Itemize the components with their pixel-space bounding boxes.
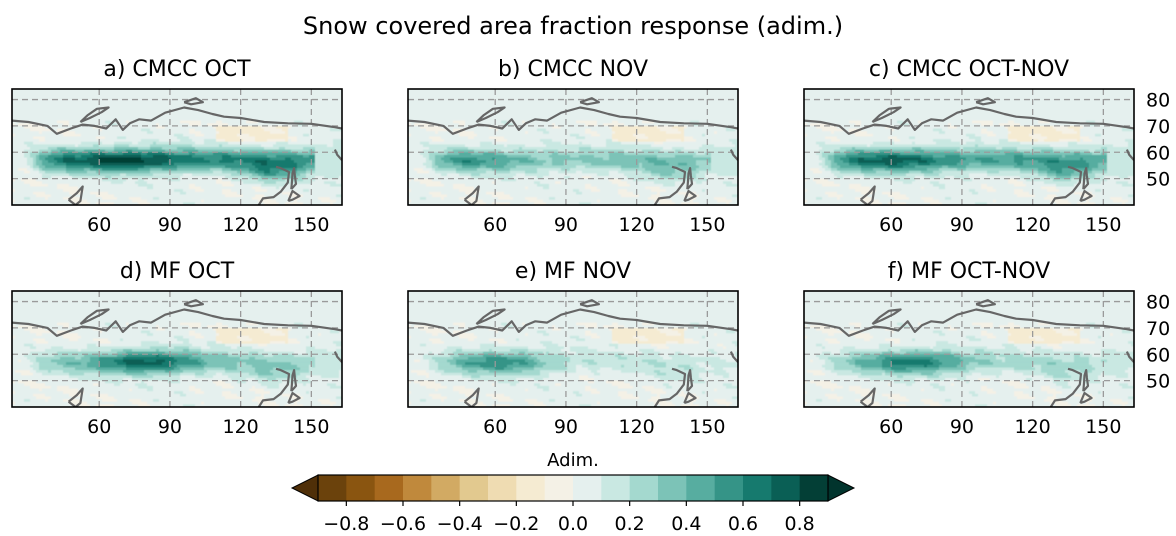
gridlines bbox=[12, 291, 342, 407]
x-tick-label: 120 bbox=[223, 214, 259, 236]
x-tick-label: 120 bbox=[619, 416, 655, 438]
x-tick-label: 90 bbox=[158, 214, 182, 236]
x-tick-label: 90 bbox=[158, 416, 182, 438]
colorbar-segment bbox=[658, 475, 687, 501]
panel-frame bbox=[803, 290, 1135, 408]
snow-field bbox=[12, 89, 342, 205]
colorbar-tick-label: 0.6 bbox=[728, 513, 758, 535]
x-tick-label: 90 bbox=[950, 214, 974, 236]
colorbar-segment bbox=[573, 475, 602, 501]
x-tick-label: 150 bbox=[293, 416, 329, 438]
x-tick-label: 120 bbox=[1015, 214, 1051, 236]
colorbar-extend-high bbox=[827, 474, 856, 502]
x-tick-label: 120 bbox=[223, 416, 259, 438]
y-tick-label: 60 bbox=[1146, 142, 1170, 164]
colorbar: Adim. −0.8 −0.6 −0.4 −0.2 0.0 0.2 0.4 0.6 0.8 bbox=[290, 450, 856, 535]
map-panel: d) MF OCT 60 90 120 150 bbox=[11, 259, 343, 438]
colorbar-segment bbox=[771, 475, 801, 501]
colorbar-segment bbox=[714, 475, 744, 501]
colorbar-segment bbox=[459, 475, 489, 501]
map-panels: a) CMCC OCT 60 90 120 150 b) CMCC NOV 60 90 120 1… bbox=[11, 57, 1170, 438]
colorbar-segment bbox=[318, 475, 347, 501]
x-tick-label: 150 bbox=[689, 416, 725, 438]
x-tick-label: 60 bbox=[483, 214, 507, 236]
gridlines bbox=[408, 89, 738, 205]
x-tick-label: 60 bbox=[483, 416, 507, 438]
colorbar-segment bbox=[346, 475, 376, 501]
x-tick-label: 60 bbox=[87, 214, 111, 236]
x-tick-label: 150 bbox=[1085, 416, 1121, 438]
x-tick-label: 150 bbox=[293, 214, 329, 236]
panel-title: f) MF OCT-NOV bbox=[888, 259, 1050, 284]
panel-frame bbox=[11, 290, 343, 408]
map-panel: e) MF NOV 60 90 120 150 bbox=[407, 259, 739, 438]
x-tick-label: 150 bbox=[1085, 214, 1121, 236]
panel-title: a) CMCC OCT bbox=[103, 57, 251, 82]
x-tick-label: 90 bbox=[950, 416, 974, 438]
map-panel: b) CMCC NOV 60 90 120 150 bbox=[407, 57, 739, 236]
y-tick-label: 50 bbox=[1146, 371, 1170, 393]
map-panel: c) CMCC OCT-NOV 60 90 120 150 80 70 60 50 bbox=[803, 57, 1170, 236]
colorbar-segment bbox=[743, 475, 772, 501]
colorbar-tick-label: 0.8 bbox=[785, 513, 815, 535]
map-panel: f) MF OCT-NOV 60 90 120 150 80 70 60 50 bbox=[803, 259, 1170, 438]
colorbar-label: Adim. bbox=[547, 450, 599, 471]
y-tick-label: 50 bbox=[1146, 169, 1170, 191]
colorbar-segment bbox=[686, 475, 716, 501]
snow-field bbox=[804, 291, 1134, 407]
panel-frame bbox=[407, 290, 739, 408]
gridlines bbox=[408, 291, 738, 407]
map-panel: a) CMCC OCT 60 90 120 150 bbox=[11, 57, 343, 236]
colorbar-segment bbox=[799, 475, 829, 501]
colorbar-tick-label: 0.0 bbox=[558, 513, 588, 535]
snow-field bbox=[12, 291, 342, 407]
colorbar-segment bbox=[516, 475, 546, 501]
x-tick-label: 90 bbox=[554, 416, 578, 438]
colorbar-tick-label: −0.6 bbox=[380, 513, 426, 535]
panel-frame bbox=[11, 88, 343, 206]
snow-field bbox=[408, 291, 738, 407]
y-tick-label: 80 bbox=[1146, 292, 1170, 314]
colorbar-extend-low bbox=[290, 474, 319, 502]
y-tick-label: 70 bbox=[1146, 318, 1170, 340]
x-tick-label: 120 bbox=[619, 214, 655, 236]
y-tick-label: 80 bbox=[1146, 90, 1170, 112]
panel-title: c) CMCC OCT-NOV bbox=[869, 57, 1069, 82]
colorbar-tick-label: 0.4 bbox=[671, 513, 701, 535]
x-tick-label: 150 bbox=[689, 214, 725, 236]
panel-title: e) MF NOV bbox=[515, 259, 631, 284]
snow-field bbox=[408, 89, 738, 205]
x-tick-label: 90 bbox=[554, 214, 578, 236]
colorbar-segment bbox=[431, 475, 461, 501]
colorbar-segment bbox=[629, 475, 659, 501]
colorbar-segment bbox=[601, 475, 631, 501]
colorbar-tick-label: −0.8 bbox=[323, 513, 369, 535]
y-tick-label: 60 bbox=[1146, 344, 1170, 366]
x-tick-label: 60 bbox=[879, 416, 903, 438]
panel-title: b) CMCC NOV bbox=[498, 57, 648, 82]
panel-frame bbox=[407, 88, 739, 206]
gridlines bbox=[12, 89, 342, 205]
y-tick-label: 70 bbox=[1146, 116, 1170, 138]
panel-title: d) MF OCT bbox=[120, 259, 235, 284]
panel-frame bbox=[803, 88, 1135, 206]
x-tick-label: 120 bbox=[1015, 416, 1051, 438]
colorbar-segment bbox=[374, 475, 404, 501]
colorbar-tick-label: 0.2 bbox=[615, 513, 645, 535]
colorbar-tick-label: −0.4 bbox=[437, 513, 483, 535]
colorbar-segment bbox=[544, 475, 574, 501]
gridlines bbox=[804, 291, 1134, 407]
figure-title: Snow covered area fraction response (adi… bbox=[303, 12, 843, 40]
x-tick-label: 60 bbox=[87, 416, 111, 438]
snow-field bbox=[804, 89, 1134, 205]
gridlines bbox=[804, 89, 1134, 205]
colorbar-segment bbox=[403, 475, 432, 501]
colorbar-tick-label: −0.2 bbox=[493, 513, 539, 535]
colorbar-segment bbox=[488, 475, 517, 501]
x-tick-label: 60 bbox=[879, 214, 903, 236]
